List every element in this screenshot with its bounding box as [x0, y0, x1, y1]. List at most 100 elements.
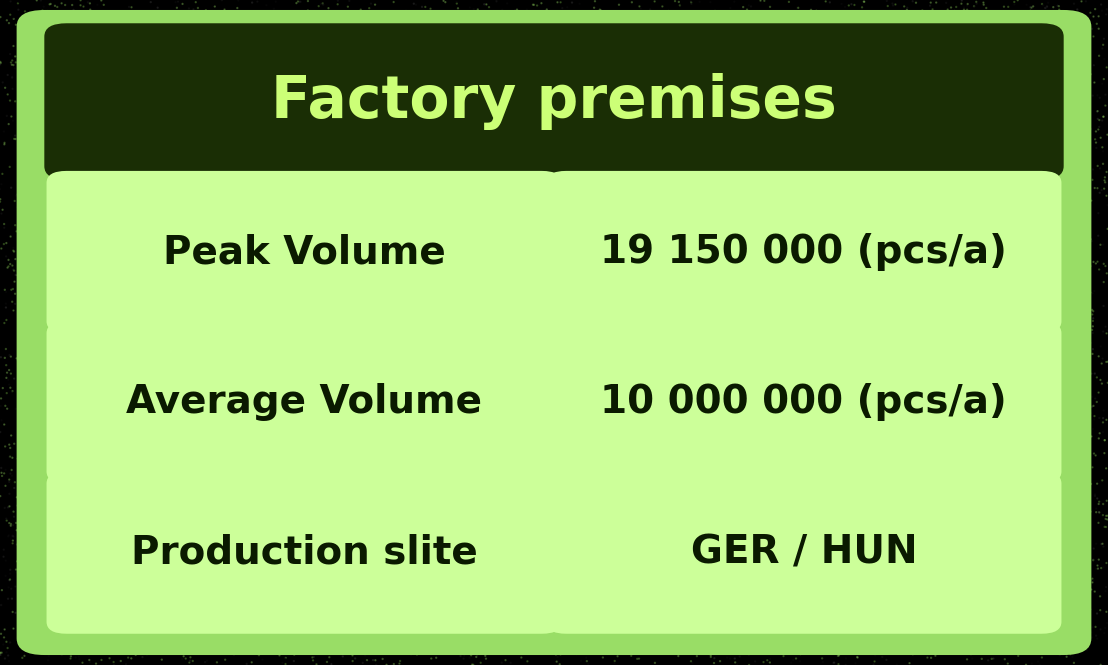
Point: [1048, 646, 1066, 656]
Point: [482, 647, 500, 658]
Point: [453, 575, 471, 586]
Point: [48, 366, 65, 377]
Point: [684, 630, 701, 640]
Point: [346, 122, 363, 133]
Point: [558, 2, 576, 13]
Point: [594, 214, 612, 225]
Point: [832, 84, 850, 94]
Point: [438, 476, 455, 487]
Point: [419, 105, 437, 116]
Point: [958, 555, 976, 565]
Point: [808, 631, 825, 642]
Point: [753, 519, 771, 530]
Point: [293, 118, 310, 128]
Point: [308, 63, 326, 74]
Point: [476, 519, 494, 530]
Point: [738, 452, 756, 463]
Point: [958, 120, 976, 130]
Point: [267, 164, 285, 174]
Point: [526, 307, 544, 317]
Point: [511, 573, 529, 584]
Point: [1098, 558, 1108, 569]
Point: [885, 13, 903, 24]
Point: [585, 585, 603, 595]
Point: [759, 82, 777, 93]
Point: [646, 333, 664, 344]
Point: [307, 138, 325, 148]
Point: [666, 0, 684, 7]
Point: [718, 211, 736, 221]
Point: [924, 4, 942, 15]
Point: [152, 25, 170, 36]
Point: [527, 23, 545, 33]
Point: [535, 223, 553, 233]
Point: [810, 299, 828, 309]
Point: [470, 300, 488, 311]
Point: [399, 464, 417, 474]
Point: [217, 356, 235, 367]
Point: [404, 350, 422, 360]
Point: [289, 555, 307, 565]
Point: [632, 303, 649, 314]
Point: [825, 450, 843, 460]
Point: [57, 175, 74, 186]
Point: [247, 360, 265, 371]
Point: [520, 471, 537, 481]
Point: [594, 267, 612, 278]
Point: [402, 182, 420, 192]
Point: [54, 378, 72, 388]
Point: [132, 481, 150, 491]
Point: [875, 389, 893, 400]
Point: [759, 503, 777, 514]
Point: [954, 188, 972, 198]
Point: [792, 279, 810, 289]
Point: [1053, 96, 1070, 106]
Point: [668, 291, 686, 302]
Point: [327, 635, 345, 646]
Point: [1069, 61, 1087, 71]
Point: [663, 460, 680, 471]
Point: [707, 52, 725, 63]
Point: [1060, 424, 1078, 435]
Point: [984, 197, 1002, 207]
Point: [198, 112, 216, 122]
Point: [893, 356, 911, 367]
Point: [199, 419, 217, 430]
Point: [85, 106, 103, 117]
Point: [142, 129, 160, 140]
Point: [258, 469, 276, 480]
Point: [760, 198, 778, 209]
Point: [430, 27, 448, 38]
Point: [240, 249, 258, 260]
Point: [220, 543, 238, 554]
Point: [155, 557, 173, 567]
Point: [166, 208, 184, 219]
Point: [952, 457, 970, 467]
Point: [11, 190, 29, 201]
Point: [48, 480, 65, 491]
Point: [432, 547, 450, 557]
Point: [44, 327, 62, 338]
Point: [996, 595, 1014, 605]
Point: [586, 550, 604, 561]
Point: [798, 633, 815, 644]
Point: [1012, 454, 1029, 465]
Point: [769, 408, 787, 419]
Point: [147, 612, 165, 623]
Point: [0, 636, 16, 647]
Point: [422, 647, 440, 658]
Point: [320, 380, 338, 391]
Point: [259, 219, 277, 229]
Point: [271, 380, 289, 390]
Point: [837, 487, 854, 498]
Point: [976, 448, 994, 459]
Point: [893, 135, 911, 146]
Point: [75, 189, 93, 200]
Point: [4, 305, 22, 316]
Point: [474, 298, 492, 309]
Point: [838, 113, 855, 124]
Point: [14, 630, 32, 640]
Point: [214, 302, 232, 313]
Point: [991, 235, 1008, 245]
Point: [95, 539, 113, 550]
